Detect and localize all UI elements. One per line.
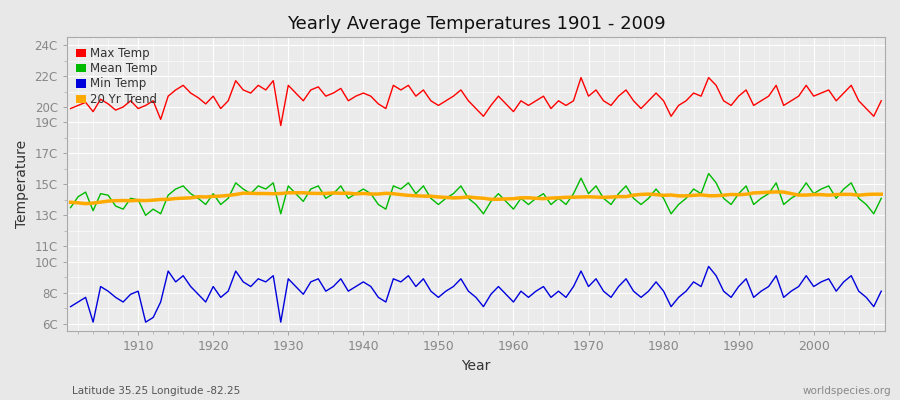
Legend: Max Temp, Mean Temp, Min Temp, 20 Yr Trend: Max Temp, Mean Temp, Min Temp, 20 Yr Tre… — [73, 43, 161, 110]
X-axis label: Year: Year — [461, 359, 491, 373]
Title: Yearly Average Temperatures 1901 - 2009: Yearly Average Temperatures 1901 - 2009 — [286, 15, 665, 33]
Y-axis label: Temperature: Temperature — [15, 140, 29, 228]
Text: worldspecies.org: worldspecies.org — [803, 386, 891, 396]
Text: Latitude 35.25 Longitude -82.25: Latitude 35.25 Longitude -82.25 — [72, 386, 240, 396]
